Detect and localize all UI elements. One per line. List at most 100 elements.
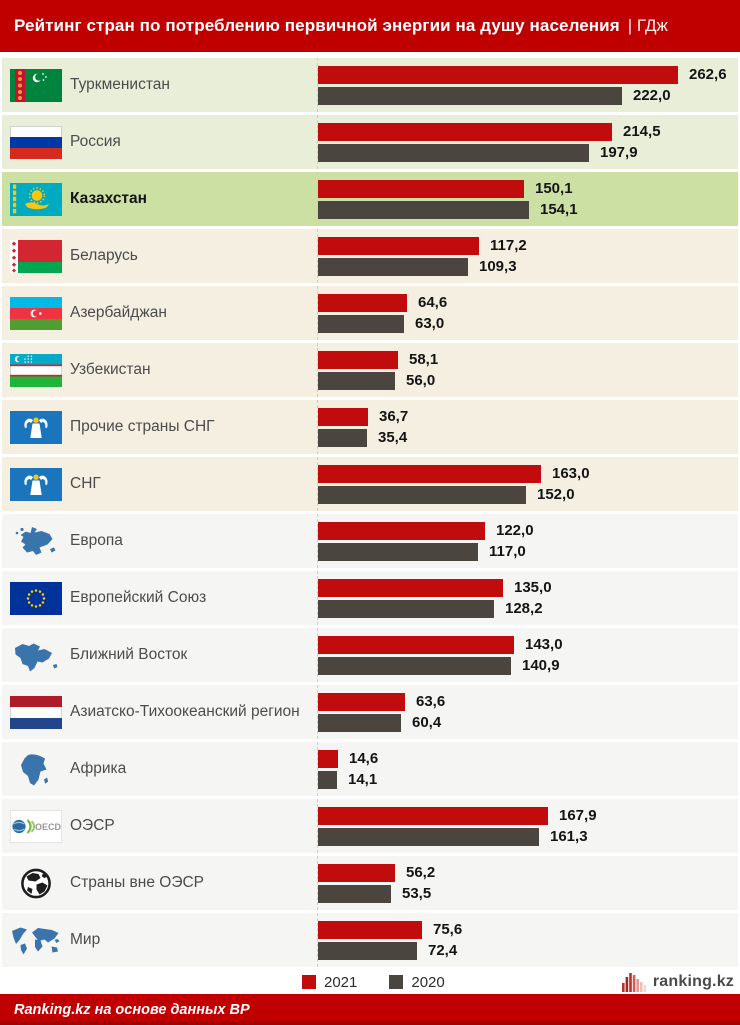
value-2020: 53,5	[402, 885, 432, 902]
value-2020: 109,3	[479, 258, 517, 275]
bar-2020	[318, 827, 539, 846]
bar-group: 36,7 35,4	[317, 400, 738, 454]
value-2020: 128,2	[505, 600, 543, 617]
bar-line-2021: 64,6	[318, 293, 738, 312]
bar-2020	[318, 257, 468, 276]
bar-line-2021: 75,6	[318, 920, 738, 939]
row-label: Беларусь	[70, 247, 138, 265]
bar-group: 64,6 63,0	[317, 286, 738, 340]
bar-line-2021: 163,0	[318, 464, 738, 483]
bar-group: 63,6 60,4	[317, 685, 738, 739]
value-2021: 58,1	[409, 351, 439, 368]
bar-line-2021: 58,1	[318, 350, 738, 369]
value-2020: 72,4	[428, 942, 458, 959]
bar-line-2021: 63,6	[318, 692, 738, 711]
chart-row: Европа 122,0 117,0	[2, 514, 738, 568]
row-label: Россия	[70, 133, 121, 151]
bar-2020	[318, 599, 494, 618]
svg-text:OECD: OECD	[35, 822, 62, 832]
bar-2021	[318, 293, 407, 312]
value-2021: 167,9	[559, 807, 597, 824]
bar-2020	[318, 884, 391, 903]
chart-row: Европейский Союз 135,0 128,2	[2, 571, 738, 625]
bar-group: 56,2 53,5	[317, 856, 738, 910]
bar-line-2020: 60,4	[318, 713, 738, 732]
bar-group: 262,6 222,0	[317, 58, 738, 112]
logo-text: ranking.kz	[652, 973, 734, 990]
value-2021: 36,7	[379, 408, 409, 425]
value-2020: 60,4	[412, 714, 442, 731]
bar-2021	[318, 806, 548, 825]
uzbekistan-icon	[10, 353, 62, 387]
europe-map-icon	[10, 525, 62, 558]
value-2020: 152,0	[537, 486, 575, 503]
middle-east-map-icon	[10, 639, 62, 672]
bar-line-2021: 14,6	[318, 749, 738, 768]
apac-flag-icon	[10, 695, 62, 729]
row-label: Страны вне ОЭСР	[70, 874, 204, 892]
row-label: Европа	[70, 532, 123, 550]
value-2021: 75,6	[433, 921, 463, 938]
row-label: Прочие страны СНГ	[70, 418, 215, 436]
bar-group: 167,9 161,3	[317, 799, 738, 853]
value-2021: 143,0	[525, 636, 563, 653]
bar-group: 135,0 128,2	[317, 571, 738, 625]
chart-row: Ближний Восток 143,0 140,9	[2, 628, 738, 682]
value-2020: 154,1	[540, 201, 578, 218]
header: Рейтинг стран по потреблению первичной э…	[0, 0, 740, 52]
bar-line-2021: 262,6	[318, 65, 738, 84]
chart-row: Страны вне ОЭСР 56,2 53,5	[2, 856, 738, 910]
chart-row: Азиатско-Тихоокеанский регион 63,6 60,4	[2, 685, 738, 739]
row-label: Европейский Союз	[70, 589, 207, 607]
chart-row: Мир 75,6 72,4	[2, 913, 738, 967]
bar-group: 163,0 152,0	[317, 457, 738, 511]
value-2021: 150,1	[535, 180, 573, 197]
row-label: ОЭСР	[70, 817, 115, 835]
bar-group: 214,5 197,9	[317, 115, 738, 169]
bar-2021	[318, 521, 485, 540]
legend-label-2020: 2020	[411, 973, 445, 991]
bar-2021	[318, 236, 479, 255]
bar-line-2021: 167,9	[318, 806, 738, 825]
bar-2021	[318, 692, 405, 711]
value-2021: 64,6	[418, 294, 448, 311]
world-map-icon	[10, 924, 62, 957]
bar-line-2021: 117,2	[318, 236, 738, 255]
cis-icon	[10, 467, 62, 501]
bar-line-2020: 56,0	[318, 371, 738, 390]
chart-row: Казахстан 150,1 154,1	[2, 172, 738, 226]
chart-rows: Туркменистан 262,6 222,0 Россия 214,5 197,9 Ка…	[0, 58, 740, 967]
bar-line-2020: 14,1	[318, 770, 738, 789]
bar-line-2020: 109,3	[318, 257, 738, 276]
page-title: Рейтинг стран по потреблению первичной э…	[14, 16, 620, 35]
bar-line-2021: 135,0	[318, 578, 738, 597]
bar-2020	[318, 656, 511, 675]
globe-icon	[10, 867, 62, 900]
bar-line-2021: 214,5	[318, 122, 738, 141]
bar-2020	[318, 770, 337, 789]
legend-swatch-2021	[302, 975, 316, 989]
bar-2020	[318, 86, 622, 105]
bar-2020	[318, 371, 395, 390]
bar-2020	[318, 314, 404, 333]
row-label: Узбекистан	[70, 361, 151, 379]
chart-row: Африка 14,6 14,1	[2, 742, 738, 796]
bar-2020	[318, 428, 367, 447]
bar-2020	[318, 941, 417, 960]
bar-line-2020: 53,5	[318, 884, 738, 903]
legend-label-2021: 2021	[324, 973, 358, 991]
row-label: Африка	[70, 760, 127, 778]
value-2020: 140,9	[522, 657, 560, 674]
bar-group: 58,1 56,0	[317, 343, 738, 397]
belarus-icon	[10, 239, 62, 273]
value-2021: 117,2	[490, 237, 527, 254]
bar-line-2020: 72,4	[318, 941, 738, 960]
row-label: Мир	[70, 931, 101, 949]
legend-item-2021: 2021	[302, 974, 357, 991]
azerbaijan-icon	[10, 296, 62, 330]
bar-2021	[318, 65, 678, 84]
value-2020: 161,3	[550, 828, 588, 845]
value-2020: 56,0	[406, 372, 436, 389]
bar-line-2020: 35,4	[318, 428, 738, 447]
